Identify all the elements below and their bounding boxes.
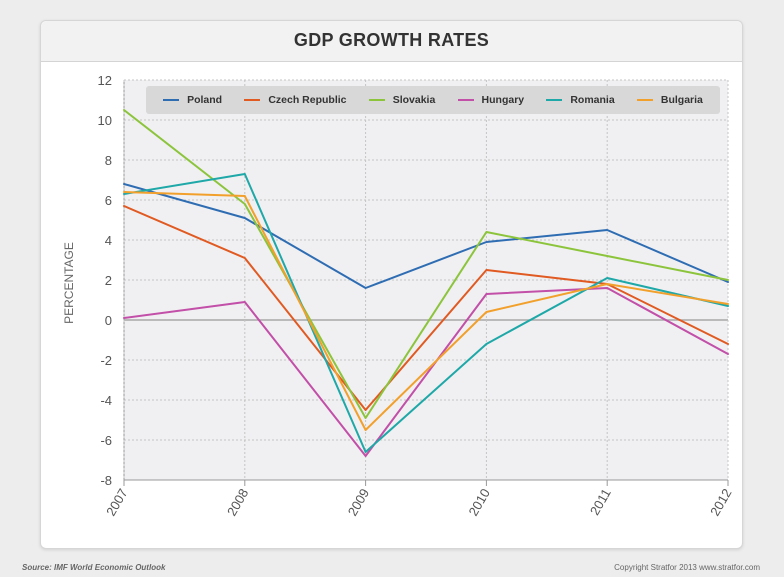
legend-swatch (368, 99, 385, 101)
y-tick-label: 2 (105, 273, 112, 288)
gridlines (123, 79, 729, 486)
series-line-romania (123, 173, 729, 453)
legend-item-romania: Romania (546, 94, 615, 106)
legend-label: Poland (187, 94, 223, 106)
legend-swatch (636, 99, 653, 101)
y-tick-label: 6 (105, 193, 112, 208)
series-line-bulgaria (123, 191, 729, 431)
series-line-poland (123, 183, 729, 289)
x-tick-label: 2009 (345, 486, 372, 519)
chart-title: GDP GROWTH RATES (293, 30, 490, 50)
y-tick-label: -4 (100, 393, 112, 408)
legend-label: Slovakia (392, 94, 436, 106)
x-tick-label: 2010 (466, 486, 493, 519)
legend-item-poland: Poland (163, 94, 222, 106)
legend-swatch (244, 99, 261, 101)
series-line-hungary (123, 287, 729, 457)
x-tick-label: 2012 (707, 486, 734, 519)
y-tick-label: 8 (105, 153, 112, 168)
legend-swatch (163, 99, 180, 101)
source-note: Source: IMF World Economic Outlook (22, 563, 166, 572)
legend-item-hungary: Hungary (457, 94, 525, 106)
x-tick-label: 2008 (224, 486, 251, 519)
legend-label: Romania (570, 94, 615, 106)
copyright-note: Copyright Stratfor 2013 www.stratfor.com (614, 563, 760, 572)
y-tick-label: -6 (100, 433, 112, 448)
x-tick-label: 2007 (103, 486, 130, 519)
y-tick-label: 0 (105, 313, 112, 328)
legend-label: Czech Republic (268, 94, 347, 106)
x-tick-label: 2011 (587, 486, 614, 518)
legend-label: Bulgaria (660, 94, 703, 106)
legend-swatch (457, 99, 474, 101)
legend-label: Hungary (481, 94, 525, 106)
series-lines (123, 109, 729, 457)
legend-item-czech-republic: Czech Republic (244, 94, 347, 106)
y-tick-label: 12 (98, 73, 112, 88)
series-line-czech-republic (123, 205, 729, 411)
y-axis-label: PERCENTAGE (62, 242, 76, 324)
y-tick-label: 4 (105, 233, 112, 248)
legend-swatch (546, 99, 563, 101)
y-tick-label: -2 (100, 353, 112, 368)
series-line-slovakia (123, 109, 729, 419)
title-bar: GDP GROWTH RATES (41, 21, 742, 62)
legend-item-bulgaria: Bulgaria (636, 94, 703, 106)
legend-item-slovakia: Slovakia (368, 94, 436, 106)
y-tick-label: -8 (100, 473, 112, 488)
y-tick-label: 10 (98, 113, 112, 128)
chart-legend: Poland Czech Republic Slovakia Hungary Roman… (146, 86, 720, 114)
